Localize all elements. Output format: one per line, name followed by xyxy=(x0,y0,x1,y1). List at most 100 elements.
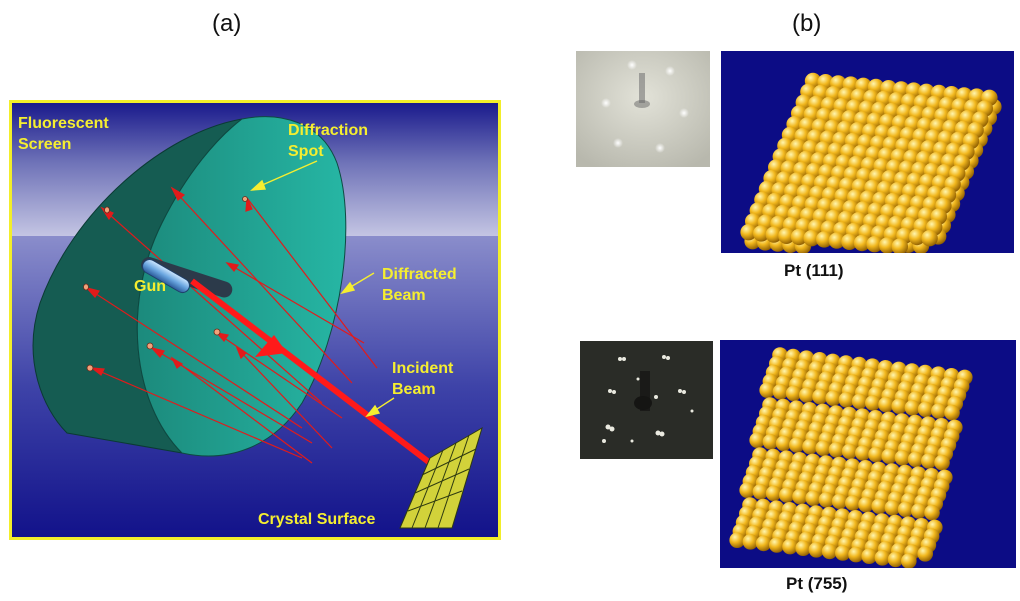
atom xyxy=(845,495,861,511)
atom xyxy=(904,400,921,416)
atom xyxy=(871,498,887,514)
atom xyxy=(812,388,828,405)
label-fluorescent: Fluorescent xyxy=(18,115,109,132)
atom xyxy=(841,233,858,250)
atom xyxy=(924,504,940,521)
atom xyxy=(835,545,851,561)
atom xyxy=(778,227,795,244)
atom xyxy=(795,540,811,556)
surface-model-pt111 xyxy=(721,51,1014,253)
atom xyxy=(825,390,841,406)
atom xyxy=(828,442,845,458)
atom xyxy=(907,451,924,468)
diffracted-beams xyxy=(85,186,378,464)
atom xyxy=(841,443,858,460)
atom xyxy=(897,501,914,518)
atom xyxy=(808,542,825,558)
atom xyxy=(772,384,789,400)
atom xyxy=(821,543,838,560)
atom xyxy=(779,487,795,503)
atom xyxy=(742,534,759,550)
atom xyxy=(891,238,908,253)
atom xyxy=(921,230,938,247)
incident-beam xyxy=(190,278,432,466)
atom xyxy=(908,228,926,246)
atom xyxy=(789,437,805,453)
leed-pattern-pt755 xyxy=(580,341,713,459)
crystal-surface-grid xyxy=(399,426,483,529)
atom xyxy=(931,403,947,419)
atom xyxy=(838,392,855,408)
label-diffracted: Diffracted xyxy=(382,266,457,283)
label-crystal-surface: Crystal Surface xyxy=(258,511,375,528)
pointer-arrows xyxy=(250,160,395,418)
atom xyxy=(755,535,772,552)
label-screen: Screen xyxy=(18,136,71,153)
label-incident: Incident xyxy=(392,360,454,377)
atom xyxy=(765,226,782,243)
atom xyxy=(753,225,770,242)
atom xyxy=(762,434,779,450)
atom xyxy=(805,490,821,506)
atom xyxy=(828,232,845,249)
atom xyxy=(815,440,831,456)
leed-pattern-pt111 xyxy=(576,51,710,167)
atom xyxy=(901,553,917,568)
atom xyxy=(917,401,934,418)
atom xyxy=(831,493,848,510)
atom xyxy=(921,453,937,469)
caption-pt755: Pt (755) xyxy=(786,574,848,593)
atom xyxy=(759,382,775,398)
atom xyxy=(782,538,798,555)
atom xyxy=(911,503,927,519)
atom xyxy=(790,228,808,246)
atom xyxy=(853,234,871,252)
atom xyxy=(879,237,896,253)
atom xyxy=(739,482,755,498)
atom xyxy=(881,448,897,464)
atom xyxy=(765,485,782,502)
label-gun: Gun xyxy=(134,278,166,295)
atom xyxy=(802,438,818,455)
panel-b-label: (b) xyxy=(792,10,822,37)
leed-apparatus-diagram: Fluorescent Screen Diffraction Spot Diff… xyxy=(9,100,501,540)
leed-pattern-pt755-svg xyxy=(580,341,713,459)
atom xyxy=(878,396,894,413)
atom xyxy=(858,496,874,513)
leed-pattern-pt111-svg xyxy=(576,51,710,167)
label-spot: Spot xyxy=(288,143,324,160)
surface-model-pt111-svg xyxy=(740,72,1002,253)
atom xyxy=(894,450,911,466)
atom xyxy=(891,398,907,414)
leed-apparatus-svg: Fluorescent Screen Diffraction Spot Diff… xyxy=(12,103,498,537)
label-incident-beam: Beam xyxy=(392,381,436,398)
atom xyxy=(868,446,884,463)
atom xyxy=(803,230,820,247)
atom xyxy=(865,395,881,411)
atom xyxy=(799,387,815,403)
atom xyxy=(884,500,901,516)
atom xyxy=(775,435,792,452)
atom xyxy=(861,548,877,564)
atom xyxy=(729,532,745,548)
atom xyxy=(851,393,868,410)
atom xyxy=(785,385,802,402)
atom xyxy=(887,551,904,568)
atom xyxy=(740,224,757,241)
atom xyxy=(769,537,785,553)
diffraction-spots xyxy=(83,196,248,372)
atom xyxy=(749,432,765,448)
label-diffraction: Diffraction xyxy=(288,122,368,139)
label-diffracted-beam: Beam xyxy=(382,287,426,304)
electron-gun xyxy=(141,257,233,298)
caption-pt111: Pt (111) xyxy=(784,261,844,280)
surface-model-pt755 xyxy=(720,340,1016,568)
surface-model-pt755-svg xyxy=(729,347,973,568)
atom xyxy=(855,445,871,461)
atom xyxy=(792,488,808,505)
atom xyxy=(934,454,950,471)
atom xyxy=(818,492,835,508)
atom xyxy=(848,546,864,563)
atom xyxy=(944,404,960,421)
atom xyxy=(752,484,769,500)
